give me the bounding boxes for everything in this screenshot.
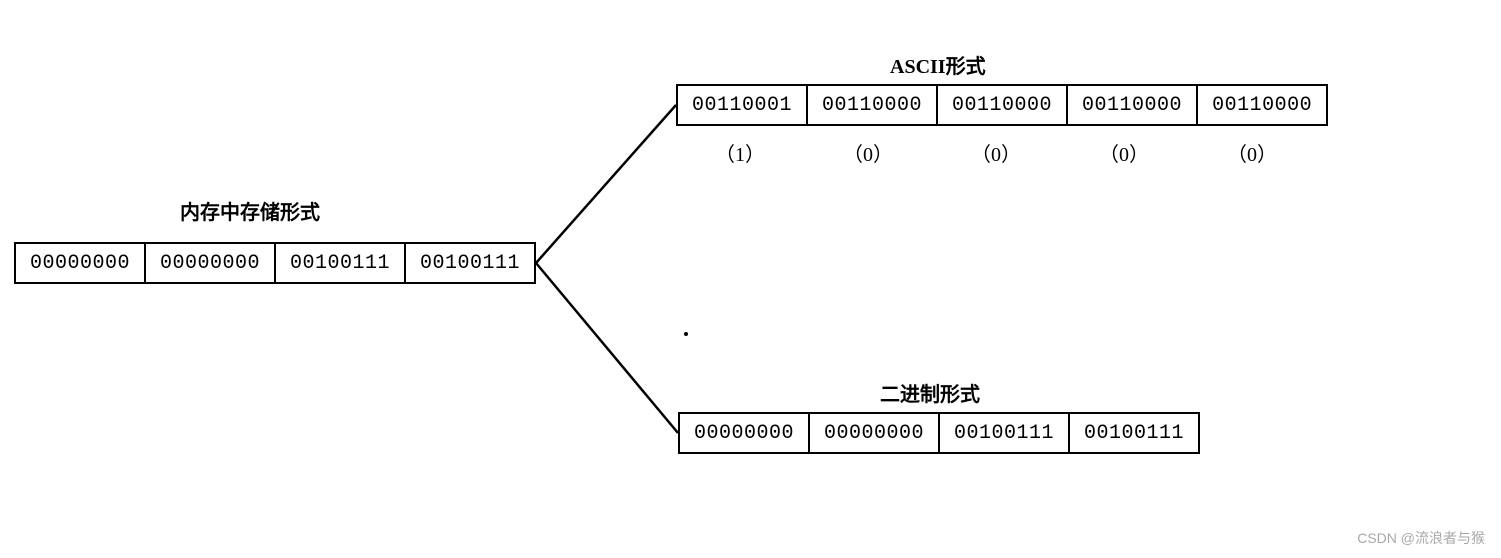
binary-byte-cell: 00000000 <box>809 413 939 453</box>
ascii-sub-label: （1） <box>676 138 804 167</box>
memory-byte-cell: 00100111 <box>275 243 405 283</box>
binary-byte-cell: 00100111 <box>939 413 1069 453</box>
ascii-sub-label: （0） <box>1188 138 1316 167</box>
binary-byte-cell: 00000000 <box>679 413 809 453</box>
memory-bytes-table: 00000000 00000000 00100111 00100111 <box>14 242 536 284</box>
memory-byte-cell: 00000000 <box>15 243 145 283</box>
ascii-byte-cell: 00110001 <box>677 85 807 125</box>
ascii-title: ASCII形式 <box>890 50 986 79</box>
ascii-byte-cell: 00110000 <box>807 85 937 125</box>
ascii-byte-cell: 00110000 <box>1067 85 1197 125</box>
ascii-byte-cell: 00110000 <box>937 85 1067 125</box>
ascii-sub-labels: （1） （0） （0） （0） （0） <box>676 138 1316 167</box>
artifact-dot <box>684 332 688 336</box>
binary-byte-cell: 00100111 <box>1069 413 1199 453</box>
ascii-bytes-table: 00110001 00110000 00110000 00110000 0011… <box>676 84 1328 126</box>
binary-bytes-table: 00000000 00000000 00100111 00100111 <box>678 412 1200 454</box>
ascii-sub-label: （0） <box>804 138 932 167</box>
memory-title: 内存中存储形式 <box>180 196 320 225</box>
memory-byte-cell: 00100111 <box>405 243 535 283</box>
binary-title: 二进制形式 <box>880 378 980 407</box>
connector-to-ascii <box>536 105 676 263</box>
ascii-byte-cell: 00110000 <box>1197 85 1327 125</box>
ascii-sub-label: （0） <box>1060 138 1188 167</box>
ascii-sub-label: （0） <box>932 138 1060 167</box>
watermark: CSDN @流浪者与猴 <box>1357 528 1485 548</box>
memory-byte-cell: 00000000 <box>145 243 275 283</box>
connector-to-binary <box>536 263 678 433</box>
